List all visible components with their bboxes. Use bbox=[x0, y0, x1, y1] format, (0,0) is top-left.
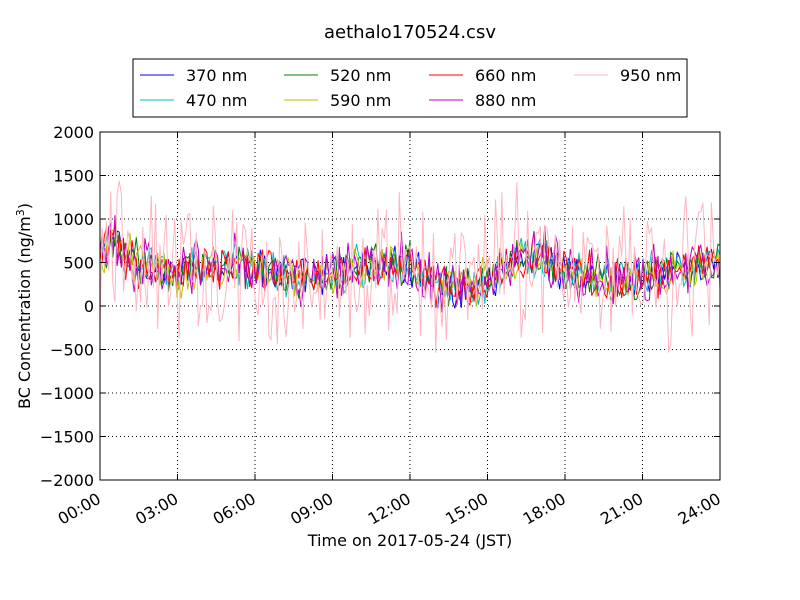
legend-label: 370 nm bbox=[186, 66, 247, 85]
y-axis-label: BC Concentration (ng/m3) bbox=[14, 203, 34, 409]
x-tick-label: 09:00 bbox=[287, 489, 336, 529]
y-axis-label-main: BC Concentration (ng/m bbox=[15, 216, 34, 409]
x-tick-label: 06:00 bbox=[210, 489, 259, 529]
y-axis: −2000 −1500 −1000 −500 0 500 1000 1500 2000 bbox=[40, 123, 720, 490]
y-tick-label: −1500 bbox=[40, 428, 94, 447]
legend-label: 880 nm bbox=[475, 91, 536, 110]
y-axis-label-superscript: 3 bbox=[14, 209, 27, 216]
y-tick-label: −2000 bbox=[40, 471, 94, 490]
y-tick-label: 1500 bbox=[53, 167, 94, 186]
legend-label: 660 nm bbox=[475, 66, 536, 85]
x-tick-label: 21:00 bbox=[597, 489, 646, 529]
x-axis-label: Time on 2017-05-24 (JST) bbox=[307, 531, 512, 550]
y-tick-label: −500 bbox=[50, 341, 94, 360]
x-tick-label: 18:00 bbox=[520, 489, 569, 529]
x-tick-label: 00:00 bbox=[55, 489, 104, 529]
y-axis-label-close: ) bbox=[15, 203, 34, 209]
x-tick-label: 15:00 bbox=[442, 489, 491, 529]
x-tick-label: 24:00 bbox=[675, 489, 724, 529]
grid bbox=[100, 132, 720, 480]
y-tick-label: 1000 bbox=[53, 210, 94, 229]
x-tick-label: 12:00 bbox=[365, 489, 414, 529]
y-tick-label: −1000 bbox=[40, 384, 94, 403]
legend-label: 470 nm bbox=[186, 91, 247, 110]
series-group bbox=[100, 180, 720, 353]
series-line-950-nm bbox=[100, 180, 720, 353]
y-tick-label: 0 bbox=[84, 297, 94, 316]
legend-label: 950 nm bbox=[620, 66, 681, 85]
legend-label: 590 nm bbox=[330, 91, 391, 110]
y-tick-label: 2000 bbox=[53, 123, 94, 142]
x-axis: 00:00 03:00 06:00 09:00 12:00 15:00 18:00 21:00… bbox=[55, 132, 724, 529]
series-line-660-nm bbox=[100, 225, 720, 309]
legend-box bbox=[132, 58, 688, 118]
y-tick-label: 500 bbox=[63, 254, 94, 273]
chart-title: aethalo170524.csv bbox=[324, 22, 496, 43]
legend-label: 520 nm bbox=[330, 66, 391, 85]
x-tick-label: 03:00 bbox=[132, 489, 181, 529]
legend: 370 nm 470 nm 520 nm 590 nm 660 nm 880 nm 950 … bbox=[132, 58, 688, 118]
